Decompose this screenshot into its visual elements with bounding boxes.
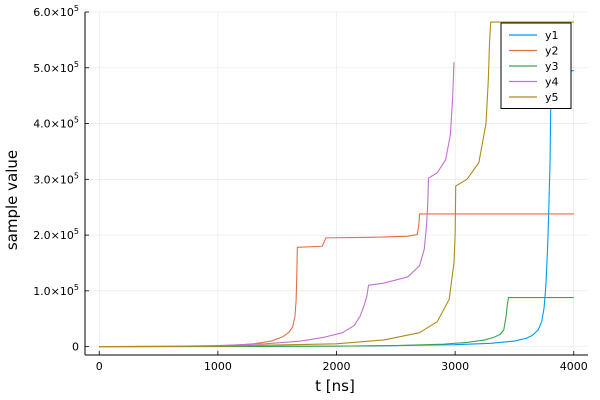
- x-tick-label: 3000: [441, 360, 469, 373]
- legend-label-y1: y1: [545, 29, 559, 42]
- legend-label-y3: y3: [545, 60, 559, 73]
- y-tick-label: 1.0×105: [33, 283, 79, 298]
- x-tick-label: 1000: [204, 360, 232, 373]
- series-lines: [99, 21, 574, 348]
- series-line-y3: [99, 297, 574, 348]
- tick-labels: 0 1000 2000 3000 4000 0 1.0×105 2.0×105 3.0×105 4…: [33, 4, 588, 373]
- y-tick-label: 2.0×105: [33, 227, 79, 242]
- axes: [84, 11, 588, 356]
- x-axis-label: t [ns]: [315, 377, 355, 395]
- legend: y1 y2 y3 y4 y5: [500, 22, 572, 109]
- y-tick-label: 0: [72, 341, 79, 354]
- x-tick-label: 2000: [323, 360, 351, 373]
- y-tick-label: 4.0×105: [33, 116, 79, 131]
- series-line-y5: [99, 21, 574, 348]
- y-axis-label: sample value: [3, 150, 21, 250]
- legend-label-y4: y4: [545, 76, 559, 89]
- legend-label-y2: y2: [545, 45, 559, 58]
- series-line-y2: [99, 213, 574, 348]
- y-tick-label: 6.0×105: [33, 4, 79, 19]
- x-tick-label: 4000: [560, 360, 588, 373]
- x-tick-label: 0: [96, 360, 103, 373]
- series-line-y4: [99, 62, 455, 348]
- y-tick-label: 5.0×105: [33, 60, 79, 75]
- y-tick-label: 3.0×105: [33, 171, 79, 186]
- legend-label-y5: y5: [545, 91, 559, 104]
